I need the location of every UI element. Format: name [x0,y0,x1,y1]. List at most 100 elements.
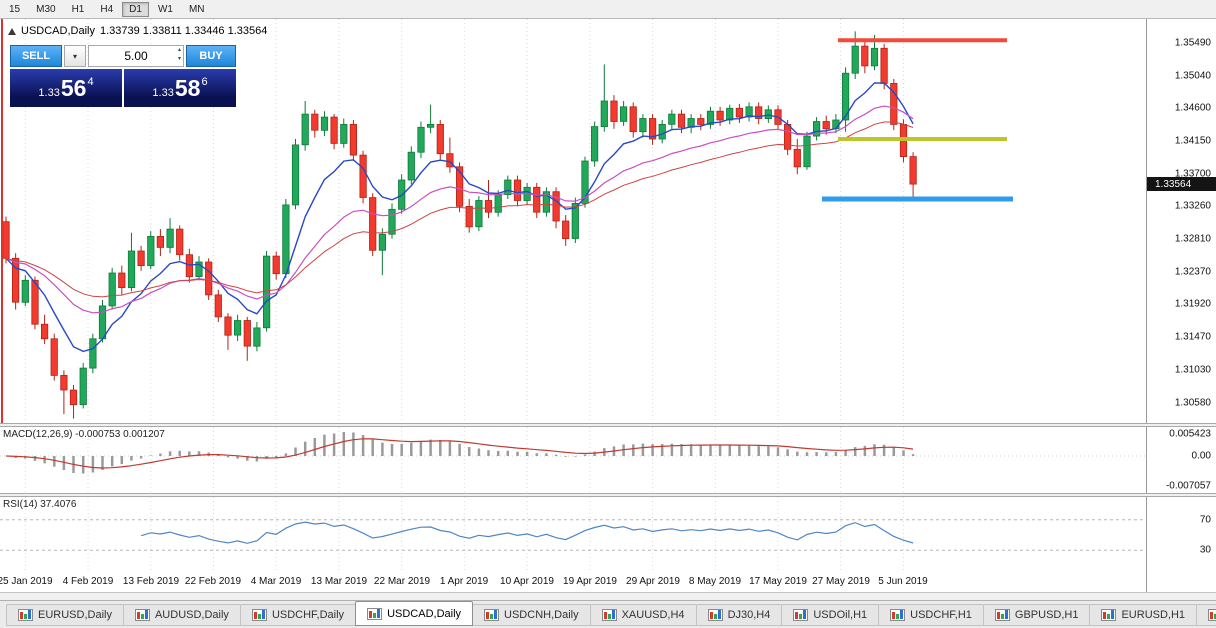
rsi-axis-label: 30 [1199,544,1211,556]
price-axis-label: 1.31470 [1174,331,1211,343]
chart-icon [484,609,500,621]
buy-button[interactable]: BUY [186,45,236,67]
date-axis-label: 10 Apr 2019 [500,576,554,587]
chart-icon [994,609,1010,621]
rsi-label: RSI(14) 37.4076 [3,499,77,510]
price-axis-label: 1.35490 [1174,37,1211,49]
buy-price-big: 58 [174,74,201,101]
chart-tab-usdchf-daily[interactable]: USDCHF,Daily [239,604,357,626]
price-axis-label: 1.30580 [1174,397,1211,408]
timeframe-button-d1[interactable]: D1 [122,1,149,17]
chart-tab-label: USDCHF,Daily [271,609,345,621]
chart-tab-label: USDCAD,Daily [387,607,462,620]
sell-price-sup: 4 [87,76,94,88]
chart-tab-label: GBPUSD,H1 [1014,609,1079,621]
volume-value: 5.00 [124,49,148,63]
timeframe-button-15[interactable]: 15 [9,3,21,15]
chart-tab-xauusd-h4[interactable]: XAUUSD,H4 [589,604,697,626]
rsi-axis-label: 70 [1199,514,1211,526]
chart-tab-label: USDCNH,Daily [504,609,579,621]
chart-tab-gbpaud-h1[interactable]: GBPAUD,H1 [1196,604,1216,626]
rsi-panel[interactable]: RSI(14) 37.4076 [0,497,1146,573]
one-click-trading-panel: SELL ▾ 5.00 ▴ ▾ BUY 1.33 56 4 1.33 58 6 [10,45,236,107]
candlestick-chart[interactable] [0,19,1146,423]
date-axis-label: 13 Mar 2019 [310,576,368,587]
macd-panel[interactable]: MACD(12,26,9) -0.000753 0.001207 [0,427,1146,493]
chart-icon [1208,609,1216,621]
date-axis-label: 22 Feb 2019 [184,576,242,587]
date-axis-label: 19 Apr 2019 [563,576,617,587]
collapse-one-click-icon[interactable] [8,27,16,35]
timeframe-button-m30[interactable]: M30 [36,3,56,15]
main-chart-plot[interactable]: USDCAD,Daily 1.33739 1.33811 1.33446 1.3… [0,19,1146,423]
macd-axis-label: -0.007057 [1165,480,1211,492]
volume-dropdown-button[interactable]: ▾ [64,45,86,67]
chart-title: USDCAD,Daily 1.33739 1.33811 1.33446 1.3… [8,25,267,37]
volume-input[interactable]: 5.00 ▴ ▾ [88,45,184,67]
chart-icon [601,609,617,621]
timeframe-button-mn[interactable]: MN [188,3,205,15]
chart-tab-label: EURUSD,H1 [1121,609,1186,621]
chart-icon [890,609,906,621]
sell-price-big: 56 [60,74,87,101]
price-axis-label: 1.33700 [1174,168,1211,180]
price-axis-label: 1.33260 [1174,200,1211,212]
sell-button[interactable]: SELL [10,45,62,67]
date-axis[interactable]: 25 Jan 2019 4 Feb 2019 13 Feb 2019 22 Feb 2… [0,573,1146,592]
chart-icon [18,609,33,621]
timeframe-button-h1[interactable]: H1 [71,3,85,15]
date-axis-label: 22 Mar 2019 [373,576,431,587]
date-axis-label: 5 Jun 2019 [878,576,928,587]
price-axis-label: 1.35040 [1174,70,1211,82]
timeframe-button-h4[interactable]: H4 [100,3,114,15]
symbol-period-label: USDCAD,Daily [21,25,95,37]
date-axis-label: 1 Apr 2019 [439,576,489,587]
axis-corner [1146,573,1216,592]
date-axis-label: 13 Feb 2019 [122,576,180,587]
chart-tab-label: USDOil,H1 [813,609,868,621]
date-axis-label: 25 Jan 2019 [0,576,53,587]
chart-tab-label: XAUUSD,H4 [621,609,685,621]
macd-chart[interactable] [0,427,1146,493]
rsi-chart[interactable] [0,497,1146,573]
main-price-axis[interactable]: 1.33564 1.35490 1.35040 1.34600 1.34150 1.33… [1146,19,1216,423]
price-axis-label: 1.34150 [1174,135,1211,147]
chart-tab-label: EURUSD,Daily [38,609,112,621]
chart-icon [707,609,723,621]
chart-tab-eurusd-daily[interactable]: EURUSD,Daily [6,604,124,626]
sell-quote-button[interactable]: 1.33 56 4 [10,69,122,107]
price-axis-label: 1.34600 [1174,102,1211,114]
chart-tabs-bar: EURUSD,Daily AUDUSD,Daily USDCHF,Daily USDC… [0,600,1216,628]
buy-price-sup: 6 [201,76,208,88]
chart-tab-usdchf-h1[interactable]: USDCHF,H1 [878,604,984,626]
buy-price-prefix: 1.33 [152,87,174,99]
chart-icon [134,609,150,621]
chart-tab-audusd-daily[interactable]: AUDUSD,Daily [122,604,241,626]
date-axis-label: 29 Apr 2019 [626,576,680,587]
macd-axis-label: 0.00 [1191,450,1211,462]
panel-splitter[interactable] [0,423,1216,427]
date-axis-label: 27 May 2019 [812,576,870,587]
chart-tab-usdoil-h1[interactable]: USDOil,H1 [781,604,880,626]
buy-quote-button[interactable]: 1.33 58 6 [124,69,236,107]
price-axis-label: 1.31030 [1174,364,1211,376]
volume-spinner[interactable]: ▴ ▾ [177,47,181,62]
rsi-axis: 70 30 [1146,497,1216,573]
status-strip [0,592,1216,600]
chart-tab-gbpusd-h1[interactable]: GBPUSD,H1 [982,604,1091,626]
chart-icon [793,609,809,621]
chart-icon [367,607,383,620]
chart-tab-eurusd-h1[interactable]: EURUSD,H1 [1089,604,1198,626]
chart-tab-usdcad-daily[interactable]: USDCAD,Daily [355,601,474,626]
chart-tab-dj30-h4[interactable]: DJ30,H4 [695,604,783,626]
chart-icon [1101,609,1117,621]
chart-tab-label: DJ30,H4 [727,609,771,621]
timeframe-button-w1[interactable]: W1 [157,3,173,15]
macd-label: MACD(12,26,9) -0.000753 0.001207 [3,429,165,440]
price-axis-label: 1.32370 [1174,266,1211,277]
panel-splitter-2[interactable] [0,493,1216,497]
date-axis-label: 4 Feb 2019 [62,576,114,587]
chart-tab-usdcnh-daily[interactable]: USDCNH,Daily [472,604,591,626]
timeframe-toolbar: 15 M30 H1 H4 D1 W1 MN [0,0,1216,19]
